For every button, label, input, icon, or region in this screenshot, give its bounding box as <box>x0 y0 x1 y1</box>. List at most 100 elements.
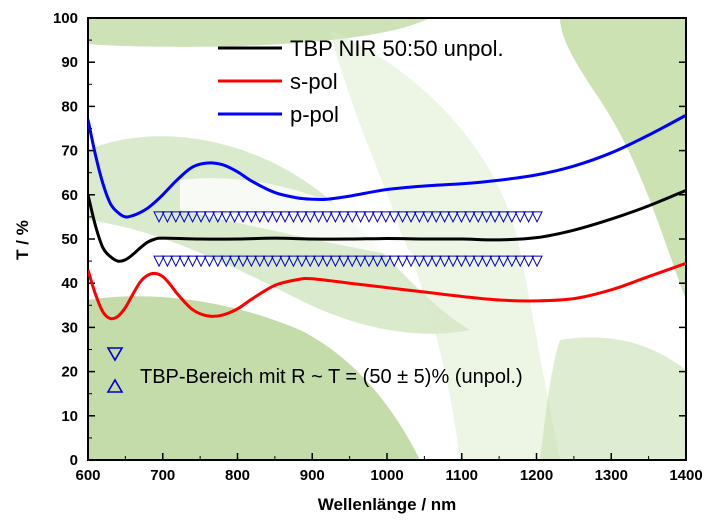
lower-bound-marker <box>186 255 199 268</box>
lower-bound-marker <box>237 255 249 268</box>
upper-bound-marker <box>186 211 199 224</box>
upper-bound-marker <box>296 211 308 224</box>
tbp-band-markers <box>153 211 543 268</box>
lower-bound-marker <box>203 255 216 268</box>
band-annotation-label: TBP-Bereich mit R ~ T = (50 ± 5)% (unpol… <box>140 366 523 388</box>
upper-bound-marker <box>203 211 216 224</box>
upper-bound-marker <box>506 211 518 224</box>
down-triangle-marker-icon <box>106 347 124 362</box>
y-tick-label: 20 <box>61 364 78 381</box>
x-axis-title: Wellenlänge / nm <box>318 495 457 514</box>
upper-bound-marker <box>396 211 409 224</box>
y-tick-label: 70 <box>61 143 78 160</box>
lower-bound-marker <box>161 255 174 268</box>
y-tick-label: 90 <box>61 54 78 71</box>
x-tick-label: 900 <box>300 467 325 484</box>
upper-bound-marker <box>472 211 485 224</box>
y-tick-label: 50 <box>61 231 78 248</box>
lower-bound-marker <box>270 255 283 268</box>
series-line-1 <box>88 261 686 321</box>
x-tick-label: 800 <box>225 467 250 484</box>
y-tick-label: 30 <box>61 319 78 336</box>
upper-bound-marker <box>346 211 359 224</box>
upper-bound-marker <box>338 211 350 224</box>
lower-bound-marker <box>396 255 409 268</box>
upper-bound-marker <box>304 211 317 224</box>
upper-bound-marker <box>170 211 182 224</box>
upper-bound-marker <box>354 211 367 224</box>
upper-bound-marker <box>455 211 468 224</box>
lower-bound-marker <box>178 255 191 268</box>
lower-bound-marker <box>153 255 165 268</box>
lower-bound-marker <box>388 255 401 268</box>
lower-bound-marker <box>514 255 527 268</box>
upper-bound-marker <box>220 211 233 224</box>
upper-bound-marker <box>363 211 375 224</box>
lower-bound-marker <box>531 255 543 268</box>
y-axis-title: T / % <box>13 220 32 260</box>
y-axis-ticks: 0 10 20 30 40 50 60 70 80 90 100 <box>53 10 686 469</box>
up-triangle-marker-icon <box>106 378 124 393</box>
lower-bound-marker <box>522 255 535 268</box>
lower-bound-marker <box>212 255 224 268</box>
x-tick-label: 1200 <box>520 467 553 484</box>
x-axis-ticks: 600 700 800 900 1000 1100 1200 1300 1400 <box>75 453 703 484</box>
upper-bound-marker <box>178 211 191 224</box>
lower-bound-marker <box>405 255 417 268</box>
x-tick-label: 1400 <box>669 467 702 484</box>
lower-bound-marker <box>312 255 325 268</box>
series-lines <box>88 113 686 321</box>
lower-bound-marker <box>195 255 207 268</box>
upper-bound-marker <box>514 211 527 224</box>
lower-bound-marker <box>287 255 300 268</box>
upper-bound-marker <box>312 211 325 224</box>
upper-bound-marker <box>153 211 165 224</box>
upper-bound-marker <box>413 211 426 224</box>
upper-bound-marker <box>279 211 291 224</box>
lower-bound-marker <box>304 255 317 268</box>
upper-bound-marker <box>388 211 401 224</box>
upper-bound-marker <box>430 211 443 224</box>
upper-bound-marker <box>212 211 224 224</box>
legend-label: TBP NIR 50:50 unpol. <box>290 36 504 61</box>
upper-bound-marker <box>489 211 501 224</box>
upper-bound-marker <box>405 211 417 224</box>
legend: TBP NIR 50:50 unpol. s-pol p-pol <box>218 36 504 127</box>
legend-label: s-pol <box>290 69 338 94</box>
upper-bound-marker <box>270 211 283 224</box>
lower-bound-marker <box>329 255 342 268</box>
upper-bound-marker <box>480 211 493 224</box>
upper-bound-marker <box>237 211 249 224</box>
leaf-background-image <box>88 18 686 460</box>
upper-bound-marker <box>422 211 434 224</box>
lower-bound-marker <box>472 255 485 268</box>
legend-label: p-pol <box>290 102 339 127</box>
upper-bound-marker <box>531 211 543 224</box>
x-tick-label: 1300 <box>595 467 628 484</box>
lower-bound-marker <box>464 255 476 268</box>
lower-bound-marker <box>447 255 459 268</box>
upper-bound-marker <box>195 211 207 224</box>
upper-bound-marker <box>262 211 275 224</box>
lower-bound-marker <box>438 255 451 268</box>
upper-bound-marker <box>245 211 258 224</box>
upper-bound-marker <box>321 211 333 224</box>
upper-bound-marker <box>371 211 384 224</box>
upper-bound-marker <box>161 211 174 224</box>
y-tick-label: 80 <box>61 98 78 115</box>
lower-bound-marker <box>354 255 367 268</box>
lower-bound-marker <box>296 255 308 268</box>
lower-bound-marker <box>413 255 426 268</box>
upper-bound-marker <box>497 211 510 224</box>
lower-bound-marker <box>371 255 384 268</box>
lower-bound-marker <box>480 255 493 268</box>
lower-bound-marker <box>279 255 291 268</box>
upper-bound-marker <box>438 211 451 224</box>
lower-bound-marker <box>489 255 501 268</box>
lower-bound-marker <box>346 255 359 268</box>
upper-bound-marker <box>329 211 342 224</box>
lower-bound-marker <box>321 255 333 268</box>
upper-bound-marker <box>254 211 266 224</box>
y-tick-label: 60 <box>61 187 78 204</box>
lower-bound-marker <box>228 255 241 268</box>
